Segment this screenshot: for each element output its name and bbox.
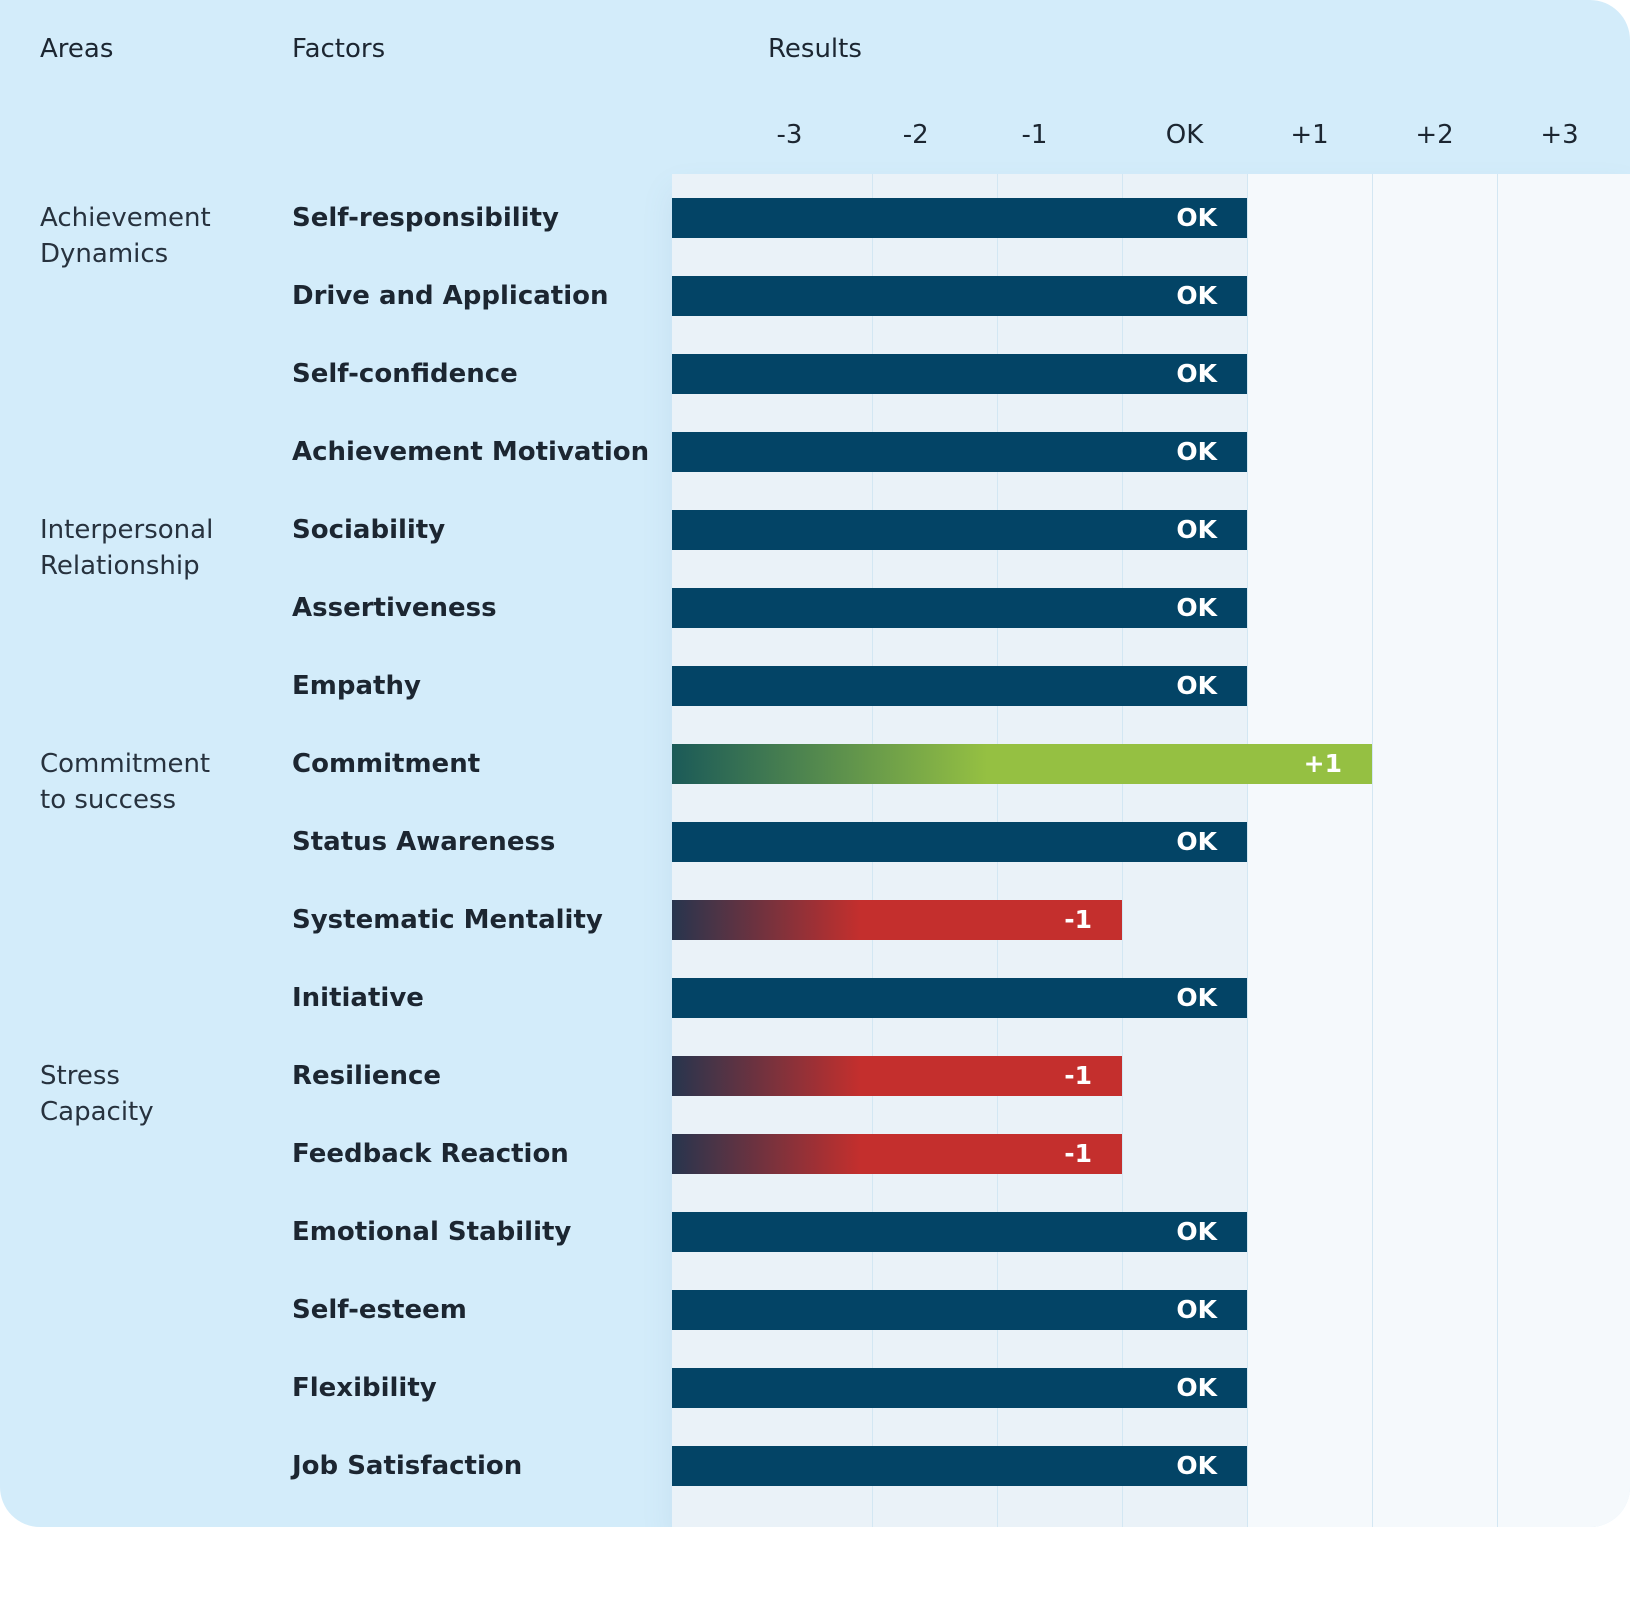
bar-value-label: OK: [1176, 827, 1217, 856]
result-bar: [672, 588, 1247, 628]
result-bar: [672, 510, 1247, 550]
x-tick-label: -1: [1021, 120, 1048, 150]
bar-value-label: OK: [1176, 437, 1217, 466]
result-bar: [672, 1212, 1247, 1252]
grid-line: [1247, 174, 1248, 1527]
factor-label: Empathy: [292, 671, 421, 701]
result-bar: [672, 354, 1247, 394]
result-bar: [672, 744, 1372, 784]
factor-label: Initiative: [292, 983, 424, 1013]
result-bar: [672, 978, 1247, 1018]
factor-label: Job Satisfaction: [292, 1451, 523, 1481]
bar-value-label: OK: [1176, 515, 1217, 544]
factor-label: Systematic Mentality: [292, 905, 603, 935]
x-tick-label: +1: [1290, 120, 1329, 150]
bar-value-label: OK: [1176, 359, 1217, 388]
result-bar: [672, 822, 1247, 862]
result-bar: [672, 666, 1247, 706]
area-label: Stress Capacity: [40, 1061, 154, 1127]
bar-value-label: OK: [1176, 593, 1217, 622]
result-bar: [672, 1134, 1122, 1174]
area-label: Achievement Dynamics: [40, 203, 211, 269]
bar-value-label: OK: [1176, 1373, 1217, 1402]
bar-value-label: +1: [1303, 749, 1342, 778]
x-tick-label: -2: [902, 120, 929, 150]
x-tick-label: +2: [1415, 120, 1454, 150]
factor-label: Status Awareness: [292, 827, 556, 857]
factor-label: Self-esteem: [292, 1295, 467, 1325]
bar-value-label: -1: [1064, 1139, 1092, 1168]
result-bar: [672, 1290, 1247, 1330]
plot-area-positive-zone: [1248, 174, 1630, 1527]
factor-label: Self-confidence: [292, 359, 518, 389]
area-label: Interpersonal Relationship: [40, 515, 214, 581]
bar-value-label: -1: [1064, 1061, 1092, 1090]
result-bar: [672, 198, 1247, 238]
grid-line: [1372, 174, 1373, 1527]
bar-value-label: OK: [1176, 1295, 1217, 1324]
result-bar: [672, 1446, 1247, 1486]
bar-value-label: OK: [1176, 1451, 1217, 1480]
bar-value-label: OK: [1176, 671, 1217, 700]
result-bar: [672, 432, 1247, 472]
result-bar: [672, 276, 1247, 316]
factor-label: Emotional Stability: [292, 1217, 572, 1247]
results-card: Areas Factors Results -3 -2 -1 OK +1 +2 +3 Ach…: [0, 0, 1630, 1527]
x-tick-label: OK: [1165, 120, 1204, 150]
bar-value-label: -1: [1064, 905, 1092, 934]
factor-label: Achievement Motivation: [292, 437, 650, 467]
factor-label: Commitment: [292, 749, 481, 779]
bar-value-label: OK: [1176, 1217, 1217, 1246]
areas-header: Areas: [40, 34, 114, 64]
factor-label: Flexibility: [292, 1373, 437, 1403]
area-label: Commitment to success: [40, 749, 211, 815]
factor-label: Assertiveness: [292, 593, 497, 623]
factor-label: Resilience: [292, 1061, 442, 1091]
factor-label: Drive and Application: [292, 281, 609, 311]
bar-value-label: OK: [1176, 203, 1217, 232]
factor-label: Sociability: [292, 515, 446, 545]
x-tick-label: -3: [776, 120, 803, 150]
factor-label: Self-responsibility: [292, 203, 559, 233]
grid-line: [1497, 174, 1498, 1527]
result-bar: [672, 1368, 1247, 1408]
result-bar: [672, 900, 1122, 940]
bar-value-label: OK: [1176, 281, 1217, 310]
factor-label: Feedback Reaction: [292, 1139, 569, 1169]
result-bar: [672, 1056, 1122, 1096]
bar-value-label: OK: [1176, 983, 1217, 1012]
x-tick-label: +3: [1540, 120, 1579, 150]
results-header: Results: [768, 34, 862, 64]
factors-header: Factors: [292, 34, 386, 64]
